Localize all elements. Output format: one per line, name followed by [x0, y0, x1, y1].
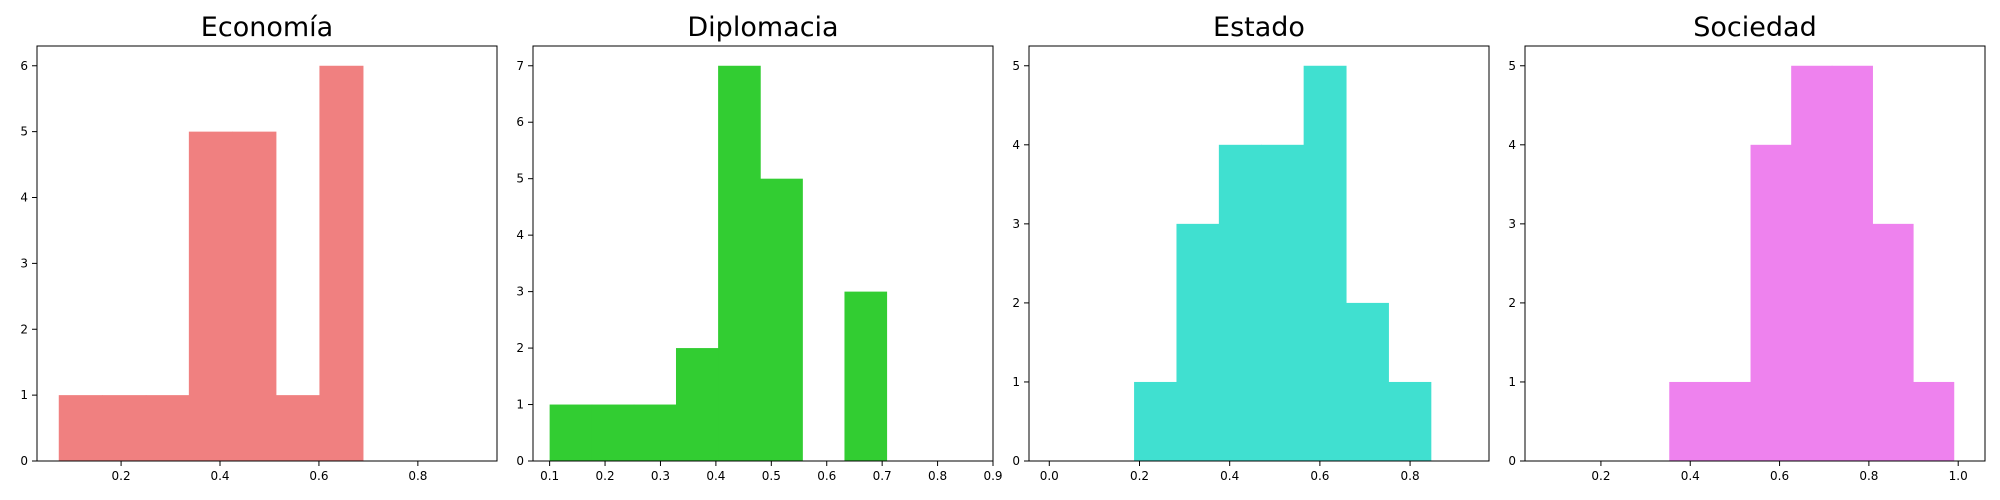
y-tick-label: 2 — [1012, 296, 1020, 310]
y-tick-label: 5 — [516, 172, 524, 186]
histogram-bar — [145, 395, 190, 461]
y-tick-label: 2 — [516, 341, 524, 355]
x-tick-label: 0.4 — [210, 469, 229, 483]
histogram-bar — [718, 65, 761, 461]
x-tick-label: 0.4 — [1220, 469, 1239, 483]
histogram-bar — [1913, 381, 1955, 461]
histogram-bar — [319, 65, 364, 461]
y-tick-label: 4 — [1012, 138, 1020, 152]
y-tick-label: 1 — [516, 398, 524, 412]
histogram-bar — [1176, 223, 1220, 461]
x-tick-label: 0.2 — [1130, 469, 1149, 483]
histogram-bar — [1388, 381, 1432, 461]
x-tick-label: 0.6 — [1310, 469, 1329, 483]
histogram-bar — [1346, 302, 1389, 461]
y-tick-label: 3 — [20, 256, 28, 270]
x-tick-label: 0.9 — [983, 469, 1002, 483]
histogram-bar — [549, 404, 593, 461]
x-tick-label: 0.1 — [540, 469, 559, 483]
x-tick-label: 0.0 — [1040, 469, 1059, 483]
subplot-3: 0.0 0.2 0.4 0.6 0.8 0 1 2 3 4 5 Estado — [1012, 12, 1490, 483]
y-tick-label: 3 — [516, 285, 524, 299]
subplot-title: Diplomacia — [687, 12, 838, 43]
x-tick-label: 0.8 — [928, 469, 947, 483]
histogram-bar — [102, 395, 147, 461]
y-tick-label: 1 — [1508, 375, 1516, 389]
y-tick-label: 2 — [1508, 296, 1516, 310]
y-tick-label: 7 — [516, 59, 524, 73]
x-tick-label: 0.2 — [1591, 469, 1610, 483]
histogram-bar — [760, 178, 803, 461]
histogram-bar — [1218, 144, 1262, 462]
x-tick-label: 0.4 — [706, 469, 725, 483]
histogram-bar — [232, 131, 277, 461]
y-tick-label: 3 — [1508, 217, 1516, 231]
y-tick-label: 4 — [20, 191, 28, 205]
y-tick-label: 5 — [1012, 59, 1020, 73]
axes-frame — [1524, 45, 1986, 462]
histogram-bar — [675, 348, 719, 461]
subplot-1: 0.2 0.4 0.6 0.8 0 1 2 3 4 5 6 Economía — [20, 12, 498, 483]
y-tick-label: 1 — [1012, 375, 1020, 389]
y-tick-label: 3 — [1012, 217, 1020, 231]
y-tick-label: 0 — [20, 454, 28, 468]
x-tick-label: 0.6 — [1770, 469, 1789, 483]
histogram-bar — [1709, 381, 1752, 461]
y-tick-label: 5 — [1508, 59, 1516, 73]
histogram-bar — [58, 395, 103, 461]
x-tick-label: 1.0 — [1949, 469, 1968, 483]
x-tick-label: 0.2 — [112, 469, 131, 483]
x-tick-label: 0.8 — [1859, 469, 1878, 483]
y-tick-label: 0 — [1508, 454, 1516, 468]
y-tick-label: 6 — [20, 59, 28, 73]
x-tick-label: 0.4 — [1681, 469, 1700, 483]
x-tick-label: 0.6 — [817, 469, 836, 483]
histogram-bar — [1750, 144, 1792, 462]
y-tick-label: 5 — [20, 125, 28, 139]
y-tick-label: 1 — [20, 388, 28, 402]
x-tick-label: 0.7 — [873, 469, 892, 483]
subplot-title: Estado — [1213, 12, 1305, 43]
histogram-bar — [275, 395, 320, 461]
subplot-4: 0.2 0.4 0.6 0.8 1.0 0 1 2 3 4 5 Sociedad — [1508, 12, 1986, 483]
histogram-bar — [188, 131, 233, 461]
histogram-bar — [1831, 65, 1873, 461]
subplot-2: 0.1 0.2 0.3 0.4 0.5 0.6 0.7 0.8 0.9 0 1 2 3 4 5 6 7 Diplo… — [516, 12, 1002, 483]
histogram-bar — [591, 404, 635, 461]
histogram-bar — [1261, 144, 1305, 462]
histogram-bar — [1872, 223, 1914, 461]
subplot-title: Sociedad — [1693, 12, 1816, 43]
histogram-bar — [1134, 381, 1177, 461]
axes-frame — [1028, 45, 1490, 462]
x-tick-label: 0.5 — [762, 469, 781, 483]
histogram-bar — [1303, 65, 1347, 461]
x-tick-label: 0.8 — [408, 469, 427, 483]
x-tick-label: 0.6 — [309, 469, 328, 483]
y-tick-label: 4 — [516, 228, 524, 242]
histogram-bar — [1669, 381, 1711, 461]
axes-frame — [36, 45, 498, 462]
y-tick-label: 0 — [1012, 454, 1020, 468]
y-tick-label: 0 — [516, 454, 524, 468]
y-tick-label: 4 — [1508, 138, 1516, 152]
y-tick-label: 6 — [516, 115, 524, 129]
x-tick-label: 0.3 — [651, 469, 670, 483]
histogram-bar — [633, 404, 677, 461]
y-tick-label: 2 — [20, 322, 28, 336]
x-tick-label: 0.2 — [596, 469, 615, 483]
subplot-title: Economía — [201, 12, 333, 43]
axes-frame — [532, 45, 994, 462]
x-tick-label: 0.8 — [1401, 469, 1420, 483]
histogram-bar — [1791, 65, 1833, 461]
histogram-bar — [844, 291, 888, 461]
